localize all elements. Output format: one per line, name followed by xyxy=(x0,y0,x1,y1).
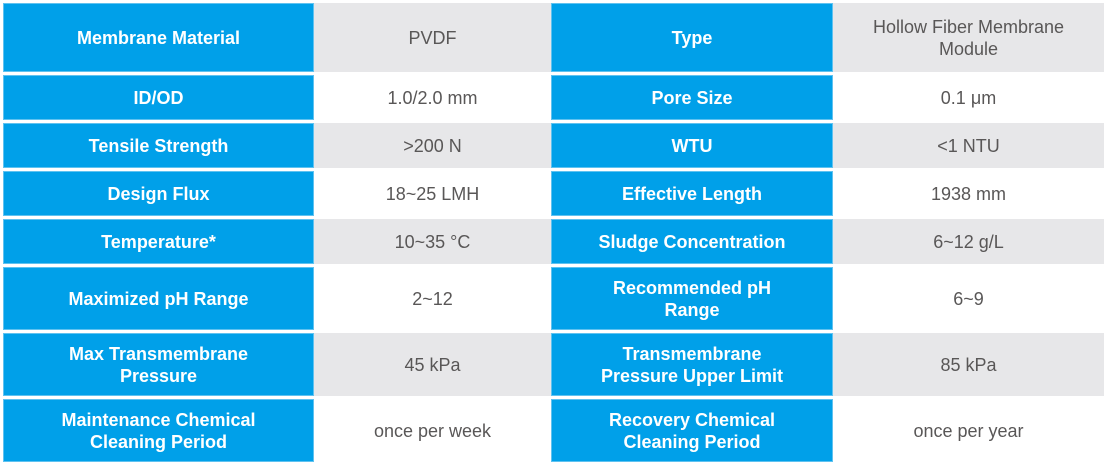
spec-label-recovery-chemical-cleaning-period: Recovery Chemical Cleaning Period xyxy=(551,399,833,462)
spec-value-membrane-material: PVDF xyxy=(314,3,551,72)
spec-value-transmembrane-pressure-upper-limit: 85 kPa xyxy=(833,333,1104,396)
spec-value-maintenance-chemical-cleaning-period: once per week xyxy=(314,399,551,462)
spec-value-tensile-strength: >200 N xyxy=(314,123,551,168)
spec-value-recommended-ph-range: 6~9 xyxy=(833,267,1104,330)
spec-table: Membrane Material PVDF Type Hollow Fiber… xyxy=(3,3,1104,462)
spec-value-design-flux: 18~25 LMH xyxy=(314,171,551,216)
spec-value-effective-length: 1938 mm xyxy=(833,171,1104,216)
spec-value-sludge-concentration: 6~12 g/L xyxy=(833,219,1104,264)
spec-value-max-transmembrane-pressure: 45 kPa xyxy=(314,333,551,396)
spec-value-wtu: <1 NTU xyxy=(833,123,1104,168)
spec-value-recovery-chemical-cleaning-period: once per year xyxy=(833,399,1104,462)
spec-label-maximized-ph-range: Maximized pH Range xyxy=(3,267,314,330)
spec-value-type: Hollow Fiber Membrane Module xyxy=(833,3,1104,72)
spec-value-id-od: 1.0/2.0 mm xyxy=(314,75,551,120)
spec-value-temperature: 10~35 °C xyxy=(314,219,551,264)
spec-label-wtu: WTU xyxy=(551,123,833,168)
spec-value-maximized-ph-range: 2~12 xyxy=(314,267,551,330)
spec-label-transmembrane-pressure-upper-limit: Transmembrane Pressure Upper Limit xyxy=(551,333,833,396)
spec-label-recommended-ph-range: Recommended pH Range xyxy=(551,267,833,330)
spec-label-effective-length: Effective Length xyxy=(551,171,833,216)
spec-label-sludge-concentration: Sludge Concentration xyxy=(551,219,833,264)
spec-label-maintenance-chemical-cleaning-period: Maintenance Chemical Cleaning Period xyxy=(3,399,314,462)
spec-label-pore-size: Pore Size xyxy=(551,75,833,120)
spec-label-temperature: Temperature* xyxy=(3,219,314,264)
spec-label-tensile-strength: Tensile Strength xyxy=(3,123,314,168)
spec-value-pore-size: 0.1 μm xyxy=(833,75,1104,120)
spec-label-max-transmembrane-pressure: Max Transmembrane Pressure xyxy=(3,333,314,396)
spec-label-membrane-material: Membrane Material xyxy=(3,3,314,72)
spec-label-design-flux: Design Flux xyxy=(3,171,314,216)
spec-label-type: Type xyxy=(551,3,833,72)
spec-label-id-od: ID/OD xyxy=(3,75,314,120)
